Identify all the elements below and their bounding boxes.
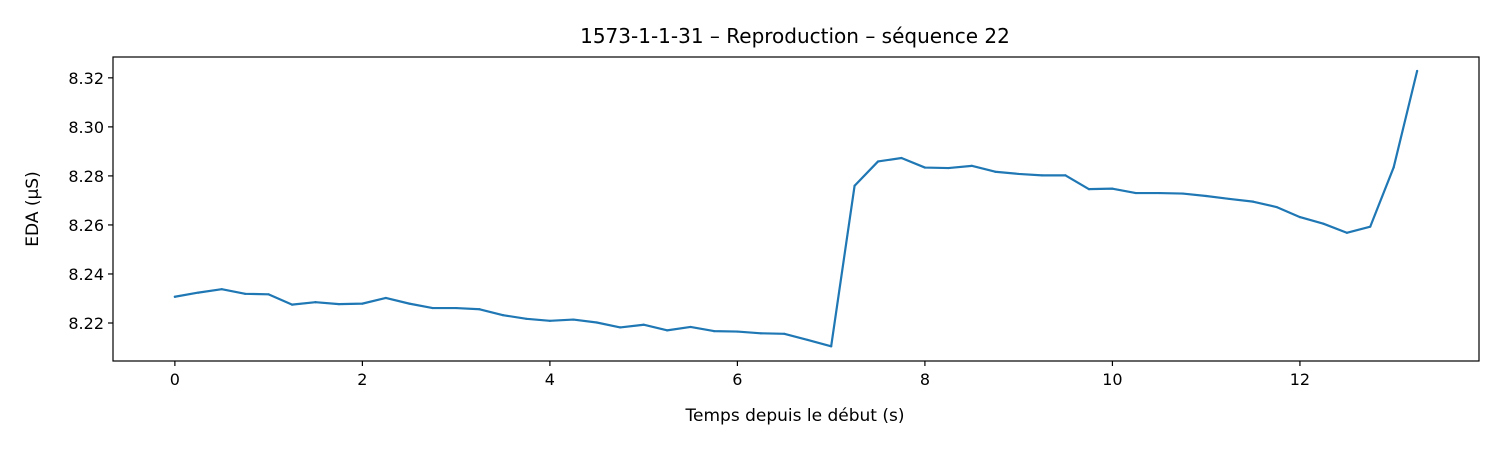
data-point — [1345, 231, 1348, 234]
data-point — [1205, 194, 1208, 198]
x-tick-label: 10 — [1102, 370, 1122, 389]
plot-area — [112, 56, 1480, 362]
data-point — [970, 164, 973, 167]
series-line-0 — [173, 69, 1419, 348]
data-point — [619, 326, 622, 329]
y-axis: 8.22 8.24 8.26 8.28 8.30 8.32 — [68, 69, 113, 333]
data-point — [197, 291, 200, 294]
data-point — [1392, 166, 1395, 169]
x-tick-label: 0 — [170, 370, 180, 389]
data-point — [1087, 188, 1091, 191]
data-point — [267, 293, 270, 296]
data-point — [1064, 174, 1067, 177]
data-point — [830, 345, 833, 348]
data-point — [900, 156, 903, 160]
data-point — [455, 306, 458, 310]
y-axis-label: EDA (µS) — [23, 171, 43, 246]
data-point — [665, 329, 669, 332]
data-point — [314, 301, 317, 304]
data-point — [1228, 197, 1231, 201]
data-point — [806, 338, 809, 342]
data-point — [384, 296, 387, 300]
data-point — [1134, 191, 1137, 195]
data-point — [1158, 191, 1161, 195]
data-point — [712, 329, 716, 333]
chart-title: 1573-1-1-31 – Reproduction – séquence 22 — [580, 24, 1010, 48]
data-point — [290, 303, 294, 306]
data-point — [994, 170, 997, 173]
data-point — [361, 302, 364, 305]
x-tick-label: 12 — [1290, 370, 1310, 389]
data-point — [1111, 187, 1114, 190]
data-point — [876, 160, 880, 163]
y-tick-label: 8.22 — [68, 314, 104, 333]
data-point — [501, 314, 505, 317]
data-point — [783, 332, 786, 335]
x-axis: 0 2 4 6 8 10 12 — [170, 361, 1310, 389]
x-tick-label: 6 — [732, 370, 742, 389]
y-tick-label: 8.24 — [68, 265, 104, 284]
x-tick-label: 2 — [357, 370, 367, 389]
data-point — [572, 318, 575, 321]
y-tick-label: 8.28 — [68, 167, 104, 186]
data-point — [1251, 200, 1255, 203]
data-point — [736, 330, 739, 333]
data-point — [431, 306, 434, 310]
data-point — [642, 323, 645, 326]
data-point — [1275, 205, 1278, 209]
data-point — [1369, 225, 1372, 228]
data-point — [337, 303, 341, 306]
x-tick-label: 4 — [545, 370, 555, 389]
data-point — [1298, 215, 1302, 219]
y-tick-label: 8.32 — [68, 69, 104, 88]
data-point — [595, 321, 598, 324]
x-axis-label: Temps depuis le début (s) — [685, 406, 905, 426]
data-point — [1322, 222, 1325, 225]
data-point — [1017, 172, 1020, 176]
plot-frame — [112, 56, 1480, 362]
data-point — [478, 308, 481, 311]
data-point — [923, 166, 927, 169]
data-point — [220, 288, 223, 291]
data-point — [408, 302, 411, 305]
y-tick-label: 8.30 — [68, 118, 104, 137]
x-tick-label: 8 — [920, 370, 930, 389]
data-point — [173, 295, 176, 298]
data-point — [947, 166, 950, 170]
data-point — [689, 325, 692, 329]
data-point — [853, 184, 856, 187]
data-point — [548, 319, 551, 322]
data-point — [244, 292, 247, 295]
data-point — [1416, 69, 1419, 73]
data-point — [525, 317, 528, 320]
data-point — [759, 332, 762, 335]
data-point — [1041, 174, 1044, 177]
data-point — [1181, 192, 1184, 195]
y-tick-label: 8.26 — [68, 216, 104, 235]
